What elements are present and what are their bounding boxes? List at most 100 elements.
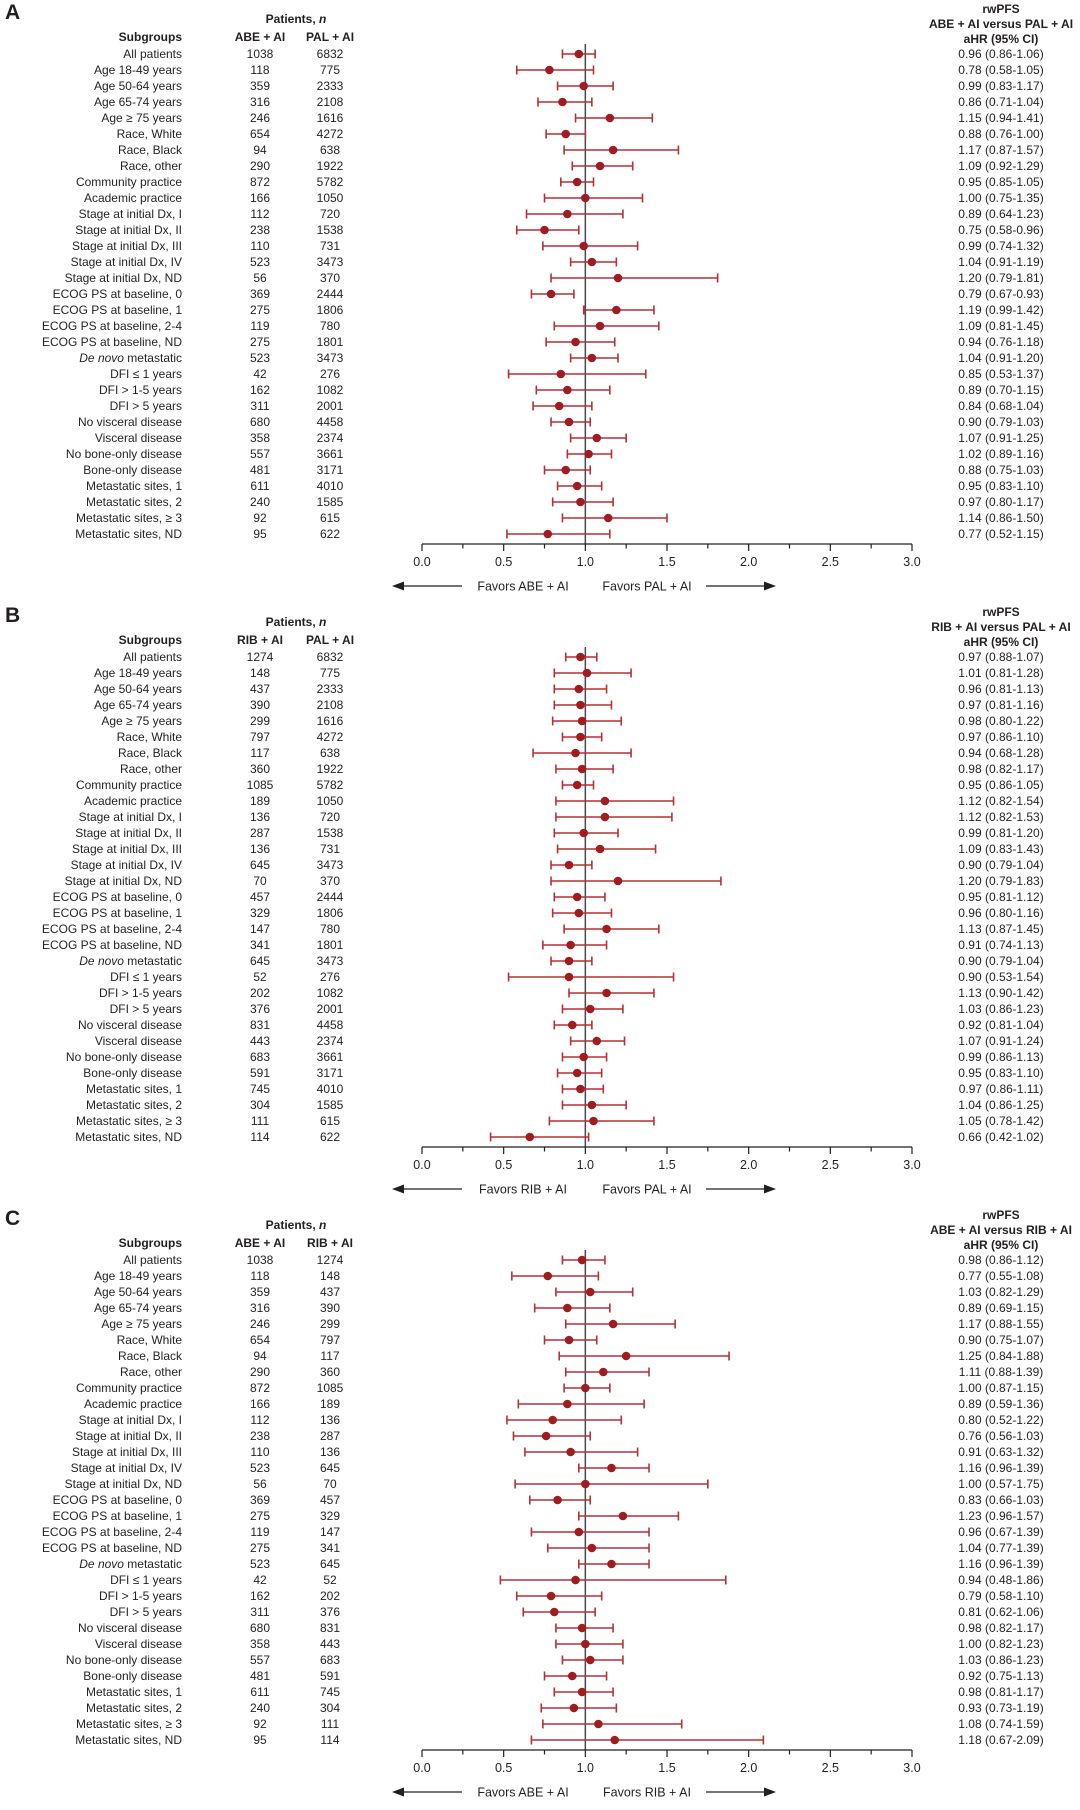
ci-errorbar (563, 1383, 611, 1393)
ahr-ci-value: 0.79 (0.58-1.10) (958, 1589, 1044, 1603)
n-arm1: 358 (249, 431, 271, 445)
ci-errorbar (515, 225, 580, 235)
hr-point (554, 401, 564, 411)
hr-point (540, 225, 549, 235)
panel-letter: A (5, 1, 21, 24)
n-arm2: 731 (319, 239, 341, 253)
ahr-ci-value: 1.09 (0.81-1.45) (958, 319, 1044, 333)
ci-errorbar (515, 65, 595, 75)
subgroup-label: All patients (123, 650, 182, 664)
ci-errorbar (582, 305, 655, 315)
subgroup-label: Race, White (116, 730, 182, 744)
n-arm2: 1050 (316, 794, 344, 808)
n-arm1: 645 (249, 858, 271, 872)
hr-point (563, 1303, 572, 1313)
subgroup-label: Age 50-64 years (93, 682, 182, 696)
subgroup-label: Race, other (119, 159, 182, 173)
subgroup-label: Stage at initial Dx, ND (64, 271, 182, 285)
n-arm1: 359 (249, 1285, 271, 1299)
n-arm2: 615 (319, 511, 341, 525)
ci-errorbar (568, 988, 655, 998)
hr-point (610, 1735, 620, 1745)
ci-errorbar (561, 1052, 608, 1062)
n-arm2: 136 (319, 1413, 341, 1427)
ci-errorbar (525, 209, 624, 219)
ci-errorbar (569, 433, 627, 443)
n-arm2: 3473 (316, 954, 344, 968)
n-arm1: 148 (249, 666, 271, 680)
n-arm1: 95 (253, 1733, 267, 1747)
ahr-ci-value: 1.09 (0.83-1.43) (958, 842, 1044, 856)
ci-errorbar (543, 1335, 598, 1345)
hr-point (525, 1132, 535, 1142)
subgroup-label: Stage at initial Dx, III (71, 239, 182, 253)
n-arm2: 683 (319, 1653, 341, 1667)
ci-errorbar (555, 812, 673, 822)
hr-point (576, 497, 585, 507)
ahr-ci-value: 0.94 (0.68-1.28) (958, 746, 1044, 760)
ahr-ci-value: 0.92 (0.75-1.13) (958, 1669, 1044, 1683)
subgroups-header: Subgroups (118, 633, 182, 647)
ci-errorbar (553, 668, 632, 678)
n-arm1: 1085 (246, 778, 274, 792)
favors-left-label: Favors RIB + AI (479, 1183, 567, 1197)
n-arm2: 2333 (316, 682, 344, 696)
hr-point (571, 1575, 580, 1585)
n-arm2: 4272 (316, 730, 344, 744)
n-arm2: 720 (319, 810, 341, 824)
ci-errorbar (499, 1575, 727, 1585)
ahr-ci-value: 0.94 (0.76-1.18) (958, 335, 1044, 349)
subgroup-label: DFI > 1-5 years (98, 1589, 182, 1603)
subgroup-label: ECOG PS at baseline, 1 (52, 1509, 182, 1523)
ahr-ci-value: 0.66 (0.42-1.02) (958, 1130, 1044, 1144)
ci-errorbar (569, 353, 619, 363)
ahr-ci-value: 0.95 (0.81-1.12) (958, 890, 1044, 904)
ahr-ci-value: 1.19 (0.99-1.42) (958, 303, 1044, 317)
n-arm1: 118 (250, 63, 270, 77)
x-axis-tick-label: 2.5 (822, 1761, 839, 1775)
n-arm2: 376 (319, 1605, 341, 1619)
hr-point (607, 1559, 616, 1569)
ahr-ci-value: 1.14 (0.86-1.50) (958, 511, 1044, 525)
ahr-ci-value: 0.84 (0.68-1.04) (958, 399, 1044, 413)
ci-errorbar (561, 1655, 624, 1665)
n-arm2: 3473 (316, 351, 344, 365)
ahr-ci-value: 0.98 (0.81-1.17) (958, 1685, 1044, 1699)
n-arm1: 523 (249, 1557, 271, 1571)
n-arm1: 92 (253, 511, 267, 525)
ci-errorbar (553, 828, 619, 838)
hr-point (587, 1100, 597, 1110)
ahr-ci-value: 1.07 (0.91-1.24) (958, 1034, 1044, 1048)
n-arm1: 56 (253, 271, 267, 285)
n-arm1: 523 (249, 1461, 271, 1475)
n-arm2: 831 (319, 1621, 341, 1635)
subgroup-label: ECOG PS at baseline, 0 (52, 1493, 182, 1507)
ci-errorbar (543, 1671, 608, 1681)
right-header-line-3: aHR (95% CI) (963, 635, 1039, 649)
hr-point (595, 161, 605, 171)
ahr-ci-value: 1.05 (0.78-1.42) (958, 1114, 1044, 1128)
hr-point (572, 481, 582, 491)
subgroups-header: Subgroups (118, 1236, 182, 1250)
ahr-ci-value: 0.97 (0.86-1.10) (958, 730, 1044, 744)
n-arm2: 622 (319, 1130, 341, 1144)
ci-errorbar (528, 1495, 592, 1505)
ahr-ci-value: 0.97 (0.86-1.11) (958, 1082, 1044, 1096)
n-arm1: 316 (249, 1301, 271, 1315)
x-axis-tick-label: 3.0 (903, 1761, 920, 1775)
subgroup-label: Stage at initial Dx, III (71, 1445, 182, 1459)
subgroup-label: No bone-only disease (65, 1653, 182, 1667)
favors-right-label: Favors RIB + AI (603, 1786, 691, 1800)
hr-point (541, 1431, 551, 1441)
ci-errorbar (561, 1100, 627, 1110)
ahr-ci-value: 1.20 (0.79-1.83) (958, 874, 1044, 888)
hr-point (563, 385, 572, 395)
n-arm1: 591 (249, 1066, 271, 1080)
hr-point (561, 465, 571, 475)
n-arm2: 3171 (316, 1066, 344, 1080)
x-axis-tick-label: 2.5 (822, 555, 839, 569)
arm1-header: RIB + AI (237, 633, 283, 647)
hr-point (572, 1068, 582, 1078)
subgroup-label: ECOG PS at baseline, 1 (52, 906, 182, 920)
x-axis-tick-label: 2.0 (740, 555, 757, 569)
